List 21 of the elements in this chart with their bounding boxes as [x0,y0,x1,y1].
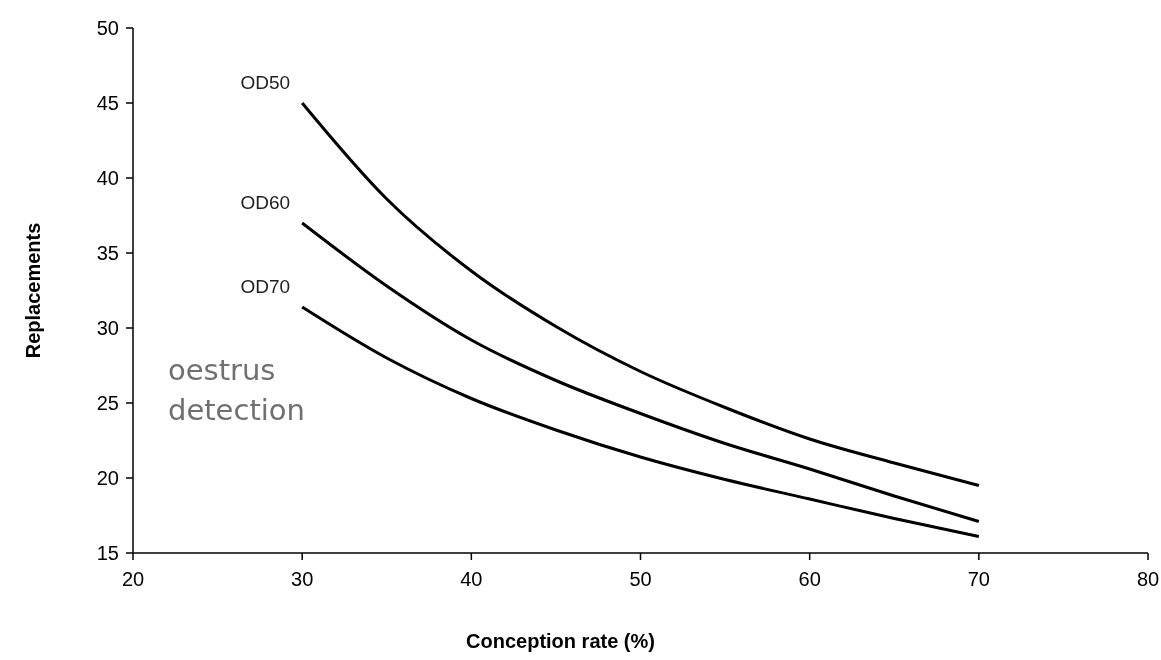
y-tick-label: 50 [96,17,119,39]
x-tick-label: 70 [967,568,990,590]
x-tick-label: 20 [121,568,145,590]
y-tick-label: 45 [96,92,119,114]
x-tick-label: 30 [291,568,314,590]
x-tick-label: 40 [460,568,483,590]
y-tick-label: 35 [96,242,119,264]
x-tick-label: 80 [1136,568,1160,590]
series-label: OD70 [240,276,291,297]
x-tick-label: 60 [798,568,821,590]
y-tick-label: 30 [96,317,119,339]
annotation: oestrus detection [168,353,305,427]
y-tick-label: 25 [96,392,119,414]
y-tick-label: 15 [96,542,119,564]
series-label: OD50 [240,72,291,93]
y-tick-label: 20 [96,467,119,489]
y-tick-label: 40 [96,167,119,189]
x-axis-title: Conception rate (%) [466,630,655,652]
x-tick-label: 50 [629,568,652,590]
series-label: OD60 [240,192,291,213]
y-axis-title: Replacements [22,222,44,359]
